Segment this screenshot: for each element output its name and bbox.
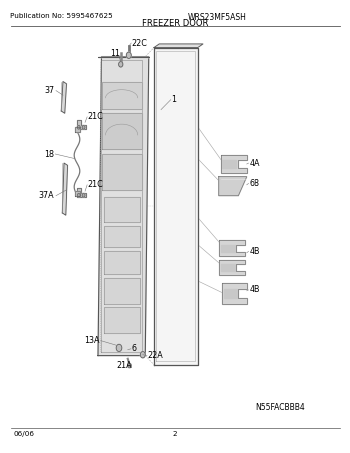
Circle shape xyxy=(140,352,145,358)
Text: 21C: 21C xyxy=(88,180,103,189)
Polygon shape xyxy=(77,120,86,129)
Circle shape xyxy=(77,193,80,197)
Text: 21A: 21A xyxy=(117,361,132,370)
Polygon shape xyxy=(220,245,234,251)
Polygon shape xyxy=(219,260,245,275)
Polygon shape xyxy=(220,264,234,271)
Text: 06/06: 06/06 xyxy=(14,431,35,437)
Polygon shape xyxy=(104,307,140,333)
Polygon shape xyxy=(154,48,198,365)
Polygon shape xyxy=(102,113,142,149)
Polygon shape xyxy=(219,240,245,256)
Text: FREEZER DOOR: FREEZER DOOR xyxy=(142,19,208,28)
Polygon shape xyxy=(222,283,247,304)
Polygon shape xyxy=(61,82,66,113)
Polygon shape xyxy=(220,155,247,173)
Bar xyxy=(75,127,80,132)
Text: 13A: 13A xyxy=(84,336,100,345)
Circle shape xyxy=(116,344,122,352)
Text: 4A: 4A xyxy=(249,159,260,168)
Polygon shape xyxy=(224,289,237,298)
Polygon shape xyxy=(104,197,140,222)
Circle shape xyxy=(128,363,131,368)
Text: 1: 1 xyxy=(172,95,176,104)
Text: N55FACBBB4: N55FACBBB4 xyxy=(256,403,305,412)
Polygon shape xyxy=(222,160,236,168)
Text: Publication No: 5995467625: Publication No: 5995467625 xyxy=(10,13,113,19)
Text: 4B: 4B xyxy=(249,285,260,294)
Text: 37: 37 xyxy=(44,86,54,95)
Polygon shape xyxy=(104,226,140,247)
Circle shape xyxy=(119,62,123,67)
Polygon shape xyxy=(104,278,140,304)
Text: 37A: 37A xyxy=(38,191,54,200)
Text: 4B: 4B xyxy=(249,247,260,256)
Text: 11: 11 xyxy=(111,49,120,58)
Text: 18: 18 xyxy=(44,149,54,159)
Polygon shape xyxy=(219,177,247,196)
Text: 6: 6 xyxy=(131,344,136,353)
Text: 22A: 22A xyxy=(148,351,163,360)
Bar xyxy=(75,191,80,196)
Polygon shape xyxy=(102,82,142,109)
Polygon shape xyxy=(98,57,149,356)
Text: 68: 68 xyxy=(249,179,259,188)
Polygon shape xyxy=(62,163,68,215)
Circle shape xyxy=(82,125,85,129)
Circle shape xyxy=(77,125,80,129)
Polygon shape xyxy=(154,44,203,48)
Polygon shape xyxy=(104,251,140,274)
Polygon shape xyxy=(102,154,142,190)
Text: 22C: 22C xyxy=(131,39,147,48)
Circle shape xyxy=(82,193,85,197)
Text: 2: 2 xyxy=(173,431,177,437)
Text: WRS23MF5ASH: WRS23MF5ASH xyxy=(188,13,246,22)
Circle shape xyxy=(126,52,131,58)
Text: 21C: 21C xyxy=(88,112,103,121)
Polygon shape xyxy=(77,188,86,197)
